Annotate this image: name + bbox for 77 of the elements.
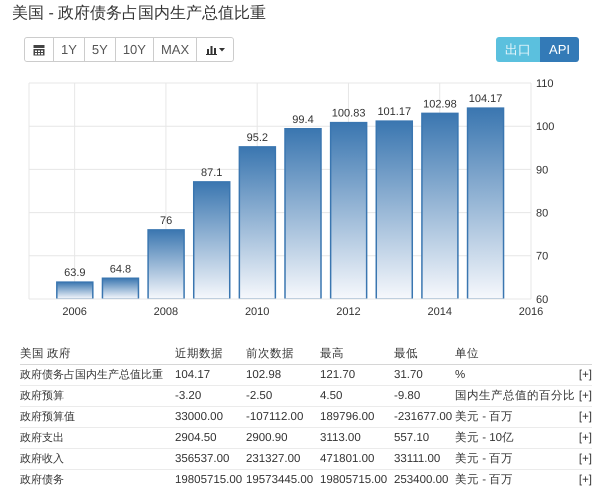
x-tick-label: 2012 [336, 306, 361, 318]
text: 美元 - 百万 [455, 411, 514, 423]
text: -231677.00 [394, 411, 452, 423]
data-label: 101.17 [377, 106, 412, 118]
text: [+] [578, 369, 592, 381]
x-tick-label: 2008 [154, 306, 178, 318]
category-label: 政府债务 [20, 474, 64, 486]
text: % [455, 369, 466, 381]
category-label: API [549, 42, 570, 57]
category-label: 最高 [320, 348, 344, 360]
text: 104.17 [175, 369, 210, 381]
category-label: 出口 [505, 40, 532, 58]
category-label: 政府债务占国内生产总值比重 [20, 369, 163, 381]
text: 国内生产总值的百分比 [455, 390, 575, 402]
text: 356537.00 [175, 453, 230, 465]
category-label: 政府预算 [20, 390, 64, 402]
text: 121.70 [320, 369, 356, 381]
category-label: 政府支出 [20, 432, 64, 444]
x-tick-label: 2016 [518, 306, 544, 318]
data-label: 99.4 [292, 114, 314, 126]
x-tick-label: 2010 [244, 306, 270, 318]
text: -9.80 [394, 390, 420, 402]
y-tick-label: 80 [536, 208, 548, 220]
y-tick-label: 70 [536, 250, 548, 263]
data-label: 104.17 [468, 93, 502, 106]
text: [+] [578, 453, 592, 465]
text: 33111.00 [394, 453, 440, 465]
text: [+] [578, 474, 592, 486]
category-label: 前次数据 [246, 348, 294, 360]
category-label: 政府预算值 [20, 411, 75, 423]
category-label: 10Y [122, 42, 146, 57]
y-tick-label: 90 [536, 164, 548, 176]
text: 4.50 [320, 390, 342, 402]
y-tick-label: 100 [536, 121, 554, 134]
text: 19805715.00 [320, 474, 388, 486]
text: 3113.00 [320, 432, 361, 444]
text: 19573445.00 [246, 474, 314, 486]
text: 美元 - 百万 [455, 453, 514, 465]
data-label: 100.83 [332, 108, 366, 120]
text: 471801.00 [320, 453, 374, 465]
text: [+] [578, 411, 592, 423]
data-label: 64.8 [110, 263, 132, 276]
y-tick-label: 110 [536, 78, 554, 90]
text: 2900.90 [246, 432, 288, 444]
text: 31.70 [394, 369, 423, 381]
category-label: MAX [160, 42, 190, 57]
category-label: 政府收入 [20, 453, 64, 465]
category-label: 单位 [455, 348, 479, 360]
category-label: 美国 政府 [20, 348, 72, 360]
text: 2904.50 [175, 432, 217, 444]
text: -2.50 [246, 390, 272, 402]
text: 231327.00 [246, 453, 300, 465]
text: 253400.00 [394, 474, 448, 486]
data-label: 87.1 [201, 166, 222, 179]
data-label: 76 [160, 214, 172, 227]
text: 557.10 [394, 432, 430, 444]
text: -107112.00 [246, 411, 304, 423]
data-label: 95.2 [246, 132, 268, 144]
y-tick-label: 60 [536, 294, 548, 306]
category-label: 最低 [394, 348, 418, 360]
category-label: 1Y [61, 42, 77, 57]
category-label: 近期数据 [175, 348, 223, 360]
text: 美元 - 10亿 [455, 432, 514, 444]
text: -3.20 [175, 390, 202, 402]
text: 33000.00 [175, 411, 223, 423]
text: 美元 - 百万 [455, 474, 514, 486]
text: [+] [578, 390, 592, 402]
text: 102.98 [246, 369, 282, 381]
data-label: 63.9 [64, 267, 86, 280]
x-tick-label: 2006 [62, 306, 87, 318]
chart-title: 美国 - 政府债务占国内生产总值比重 [12, 5, 266, 22]
x-tick-label: 2014 [427, 306, 452, 318]
data-label: 102.98 [423, 98, 457, 110]
text: 19805715.00 [175, 474, 242, 486]
text: [+] [578, 432, 592, 444]
category-label: 5Y [92, 42, 108, 57]
text: 189796.00 [320, 411, 374, 423]
